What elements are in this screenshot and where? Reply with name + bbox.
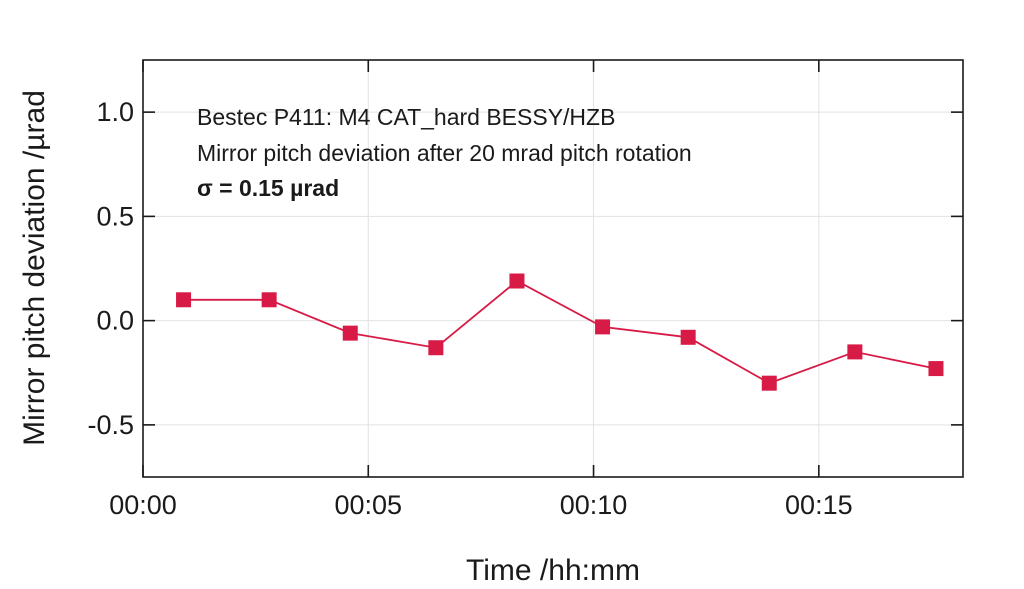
x-tick-label: 00:10 xyxy=(560,490,628,520)
y-tick-label: 0.0 xyxy=(96,306,134,336)
data-point-marker xyxy=(342,325,358,341)
data-point-marker xyxy=(509,273,525,289)
x-tick-labels: 00:00 00:05 00:10 00:15 xyxy=(109,490,852,520)
data-point-marker xyxy=(680,329,696,345)
data-point-marker xyxy=(847,344,863,360)
data-point-marker xyxy=(928,361,944,377)
data-point-marker xyxy=(176,292,192,308)
plot-frame xyxy=(142,59,964,478)
y-tick-label: 1.0 xyxy=(96,97,134,127)
y-tick-label: -0.5 xyxy=(87,410,134,440)
data-point-marker xyxy=(261,292,277,308)
y-axis-title: Mirror pitch deviation /µrad xyxy=(18,90,51,446)
x-axis-title: Time /hh:mm xyxy=(466,554,640,587)
y-tick-label: 0.5 xyxy=(96,201,134,231)
y-tick-labels: 1.0 0.5 0.0 -0.5 xyxy=(87,97,134,440)
annotation-line-2: Mirror pitch deviation after 20 mrad pit… xyxy=(197,140,692,166)
annotation-sigma: σ = 0.15 µrad xyxy=(197,175,339,201)
data-point-marker xyxy=(428,340,444,356)
x-tick-label: 00:05 xyxy=(334,490,402,520)
annotation-box: Bestec P411: M4 CAT_hard BESSY/HZB Mirro… xyxy=(197,104,692,201)
axis-ticks xyxy=(142,60,963,477)
x-tick-label: 00:15 xyxy=(785,490,853,520)
data-point-marker xyxy=(761,375,777,391)
series-line xyxy=(183,279,937,385)
annotation-line-1: Bestec P411: M4 CAT_hard BESSY/HZB xyxy=(197,104,615,130)
data-series xyxy=(176,273,944,391)
data-point-marker xyxy=(595,319,611,335)
x-tick-label: 00:00 xyxy=(109,490,177,520)
